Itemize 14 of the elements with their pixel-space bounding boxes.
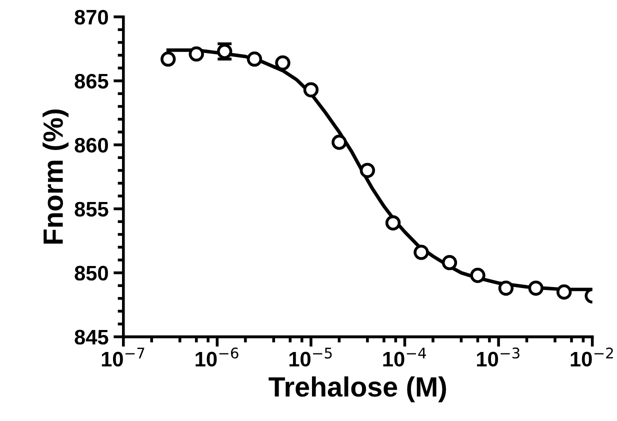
y-axis-title: Fnorm (%) bbox=[42, 110, 69, 244]
y-tick-label: 865 bbox=[74, 74, 108, 89]
y-tick-label: 870 bbox=[74, 10, 108, 25]
x-tick-label: 10$^{−6}$ bbox=[196, 348, 238, 367]
y-tick-label: 850 bbox=[74, 266, 108, 281]
y-tick-label: 860 bbox=[74, 138, 108, 153]
y-tick-label: 845 bbox=[74, 330, 108, 345]
y-tick-label: 855 bbox=[74, 202, 108, 217]
x-tick-label: 10$^{−4}$ bbox=[383, 348, 426, 367]
x-tick-label: 10$^{−5}$ bbox=[289, 348, 332, 367]
x-tick-label: 10$^{−7}$ bbox=[102, 348, 144, 367]
x-tick-label: 10$^{−3}$ bbox=[477, 348, 520, 367]
x-axis-title: Trehalose (M) bbox=[268, 376, 446, 402]
x-tick-label: 10$^{−2}$ bbox=[570, 348, 613, 367]
